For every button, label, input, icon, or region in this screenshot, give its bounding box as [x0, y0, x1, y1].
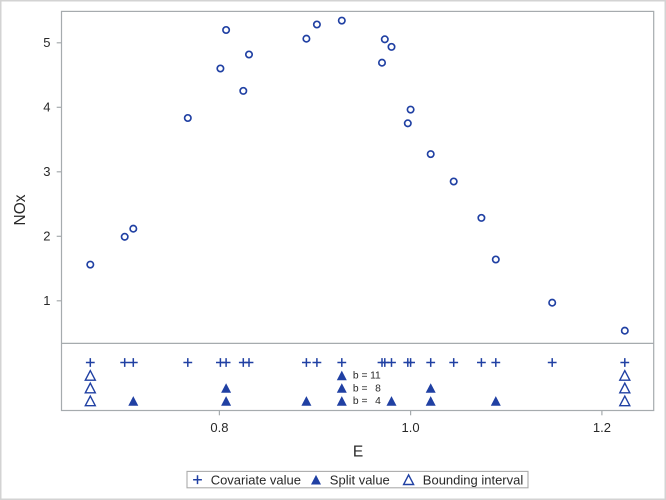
svg-text:4: 4 [43, 100, 50, 115]
svg-text:E: E [353, 444, 363, 461]
svg-text:11: 11 [370, 371, 381, 382]
svg-text:3: 3 [43, 164, 50, 179]
svg-text:8: 8 [375, 383, 381, 394]
svg-text:2: 2 [43, 229, 50, 244]
svg-text:0.8: 0.8 [210, 420, 228, 435]
svg-text:1.2: 1.2 [593, 420, 611, 435]
svg-text:b =: b = [353, 371, 368, 382]
svg-text:Split value: Split value [330, 472, 390, 487]
svg-text:Covariate value: Covariate value [211, 472, 301, 487]
svg-text:1: 1 [43, 293, 50, 308]
svg-text:5: 5 [43, 35, 50, 50]
svg-text:NOx: NOx [12, 194, 29, 225]
svg-text:b =: b = [353, 383, 368, 394]
svg-text:Bounding interval: Bounding interval [423, 472, 524, 487]
svg-text:4: 4 [375, 396, 381, 407]
svg-text:b =: b = [353, 396, 368, 407]
svg-text:1.0: 1.0 [402, 420, 420, 435]
